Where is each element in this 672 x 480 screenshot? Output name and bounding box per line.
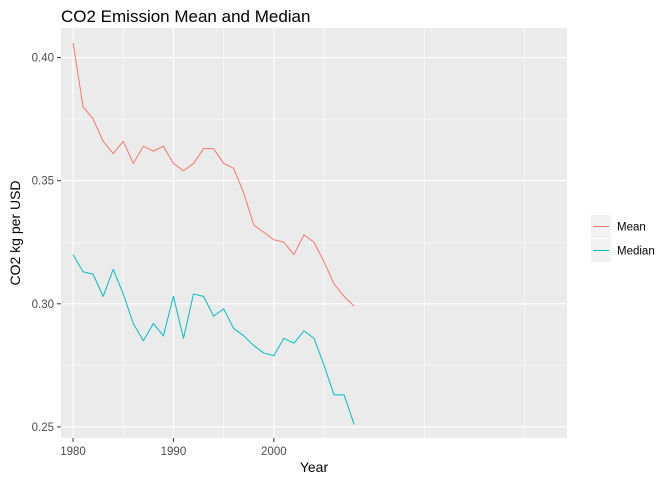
y-tick-label: 0.40 [32,53,54,65]
legend-label-median: Median [617,246,655,258]
y-axis: 0.25 0.30 0.35 0.40 [32,53,61,434]
y-tick-label: 0.25 [32,422,54,434]
series-lines [72,42,355,425]
y-axis-title: CO2 kg per USD [7,180,23,285]
y-tick-label: 0.35 [32,176,54,188]
x-tick-label: 1990 [161,446,187,458]
legend-label-mean: Mean [617,222,646,234]
major-grid [61,28,567,438]
x-axis-title: Year [300,459,329,475]
x-tick-label: 2000 [261,446,287,458]
legend: Mean Median [591,215,655,262]
x-tick-label: 1980 [60,446,86,458]
series-line-median [72,254,355,425]
series-line-mean [72,42,355,307]
x-axis: 1980 1990 2000 [60,438,287,458]
plot-panel [61,28,567,438]
chart-title: CO2 Emission Mean and Median [61,7,310,26]
y-tick-label: 0.30 [32,299,54,311]
